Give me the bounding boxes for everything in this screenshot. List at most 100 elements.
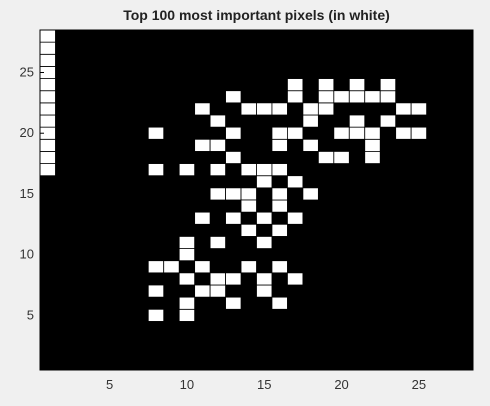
pixel-cell xyxy=(333,126,350,140)
pixel-cell xyxy=(39,78,56,92)
pixel-cell xyxy=(379,114,397,128)
pixel-cell xyxy=(225,126,242,140)
pixel-cell xyxy=(225,272,242,286)
pixel-cell xyxy=(410,126,428,140)
pixel-cell xyxy=(178,308,196,322)
pixel-cell xyxy=(256,211,273,225)
pixel-cell xyxy=(348,114,366,128)
axis-ticks: 5 10 15 20 25 5 10 15 20 25 xyxy=(20,65,427,393)
pixel-cell xyxy=(240,260,257,274)
y-tick-label: 25 xyxy=(20,65,34,80)
chart-title: Top 100 most important pixels (in white) xyxy=(123,7,390,23)
pixel-cell xyxy=(395,126,412,140)
pixel-cell xyxy=(364,126,381,140)
pixel-cell xyxy=(240,199,257,213)
pixel-cell xyxy=(287,78,304,92)
pixel-cell xyxy=(302,102,319,116)
pixel-cell xyxy=(147,284,165,298)
y-tick-label: 5 xyxy=(27,307,34,322)
pixel-cell xyxy=(194,284,211,298)
pixel-cell xyxy=(364,151,381,164)
y-tick-label: 15 xyxy=(20,186,34,201)
pixel-cell xyxy=(256,163,273,177)
pixel-cell xyxy=(333,151,350,164)
pixel-cell xyxy=(225,211,242,225)
pixel-cell xyxy=(147,308,165,322)
pixel-cell xyxy=(147,163,165,177)
x-tick-label: 20 xyxy=(334,377,348,392)
pixel-cell xyxy=(209,138,226,152)
y-tick-label: 10 xyxy=(20,247,34,262)
plot-frame xyxy=(39,29,474,371)
pixel-cell xyxy=(348,78,366,92)
pixel-cell xyxy=(209,272,226,286)
pixel-cell xyxy=(271,126,288,140)
pixel-cell xyxy=(256,272,273,286)
pixel-cell xyxy=(209,284,226,298)
pixel-cell xyxy=(178,296,196,310)
pixel-cell xyxy=(302,138,319,152)
y-tick-label: 20 xyxy=(20,125,34,140)
pixel-cell xyxy=(39,90,56,104)
pixel-cell xyxy=(317,78,335,92)
pixel-cell xyxy=(410,102,428,116)
x-tick-label: 10 xyxy=(180,377,194,392)
pixel-cell xyxy=(271,102,288,116)
pixel-cell xyxy=(147,260,165,274)
pixel-cell xyxy=(333,90,350,104)
pixel-cell xyxy=(364,90,381,104)
pixel-cell xyxy=(302,187,319,201)
pixel-cell xyxy=(178,272,196,286)
pixel-cell xyxy=(287,90,304,104)
pixel-cell xyxy=(39,102,56,116)
pixel-cell xyxy=(287,272,304,286)
pixel-cell xyxy=(163,260,180,274)
pixel-cell xyxy=(271,260,288,274)
pixel-cell xyxy=(39,41,56,55)
pixel-cell xyxy=(364,138,381,152)
pixel-cell xyxy=(240,102,257,116)
pixel-cell xyxy=(287,175,304,189)
pixel-cell xyxy=(379,78,397,92)
pixel-cell xyxy=(256,284,273,298)
pixel-cell xyxy=(178,236,196,249)
x-tick-label: 25 xyxy=(412,377,426,392)
pixel-cell xyxy=(271,187,288,201)
pixel-cell xyxy=(39,163,56,177)
pixel-cell xyxy=(39,151,56,164)
pixel-cell xyxy=(240,223,257,237)
pixel-cell xyxy=(287,211,304,225)
pixel-cell xyxy=(240,163,257,177)
pixel-cell xyxy=(271,138,288,152)
pixel-cell xyxy=(209,187,226,201)
pixel-cell xyxy=(302,114,319,128)
pixel-cell xyxy=(240,187,257,201)
pixel-cell xyxy=(209,114,226,128)
pixel-cell xyxy=(39,29,56,43)
pixel-cell xyxy=(256,102,273,116)
pixel-cell xyxy=(256,236,273,249)
pixel-cell xyxy=(39,114,56,128)
pixel-cell xyxy=(271,223,288,237)
x-tick-label: 15 xyxy=(257,377,271,392)
pixel-cell xyxy=(225,90,242,104)
pixel-cell xyxy=(178,163,196,177)
pixel-cell xyxy=(147,126,165,140)
pixel-cell xyxy=(194,102,211,116)
pixel-cells xyxy=(39,29,428,322)
pixel-cell xyxy=(39,53,56,67)
x-tick-label: 5 xyxy=(106,377,113,392)
pixel-cell xyxy=(39,138,56,152)
pixel-cell xyxy=(194,260,211,274)
pixel-cell xyxy=(178,248,196,262)
pixel-cell xyxy=(348,90,366,104)
pixel-cell xyxy=(225,296,242,310)
pixel-cell xyxy=(225,151,242,164)
pixel-cell xyxy=(271,199,288,213)
pixel-cell xyxy=(317,151,335,164)
pixel-cell xyxy=(317,90,335,104)
pixel-cell xyxy=(256,175,273,189)
pixel-cell xyxy=(271,163,288,177)
